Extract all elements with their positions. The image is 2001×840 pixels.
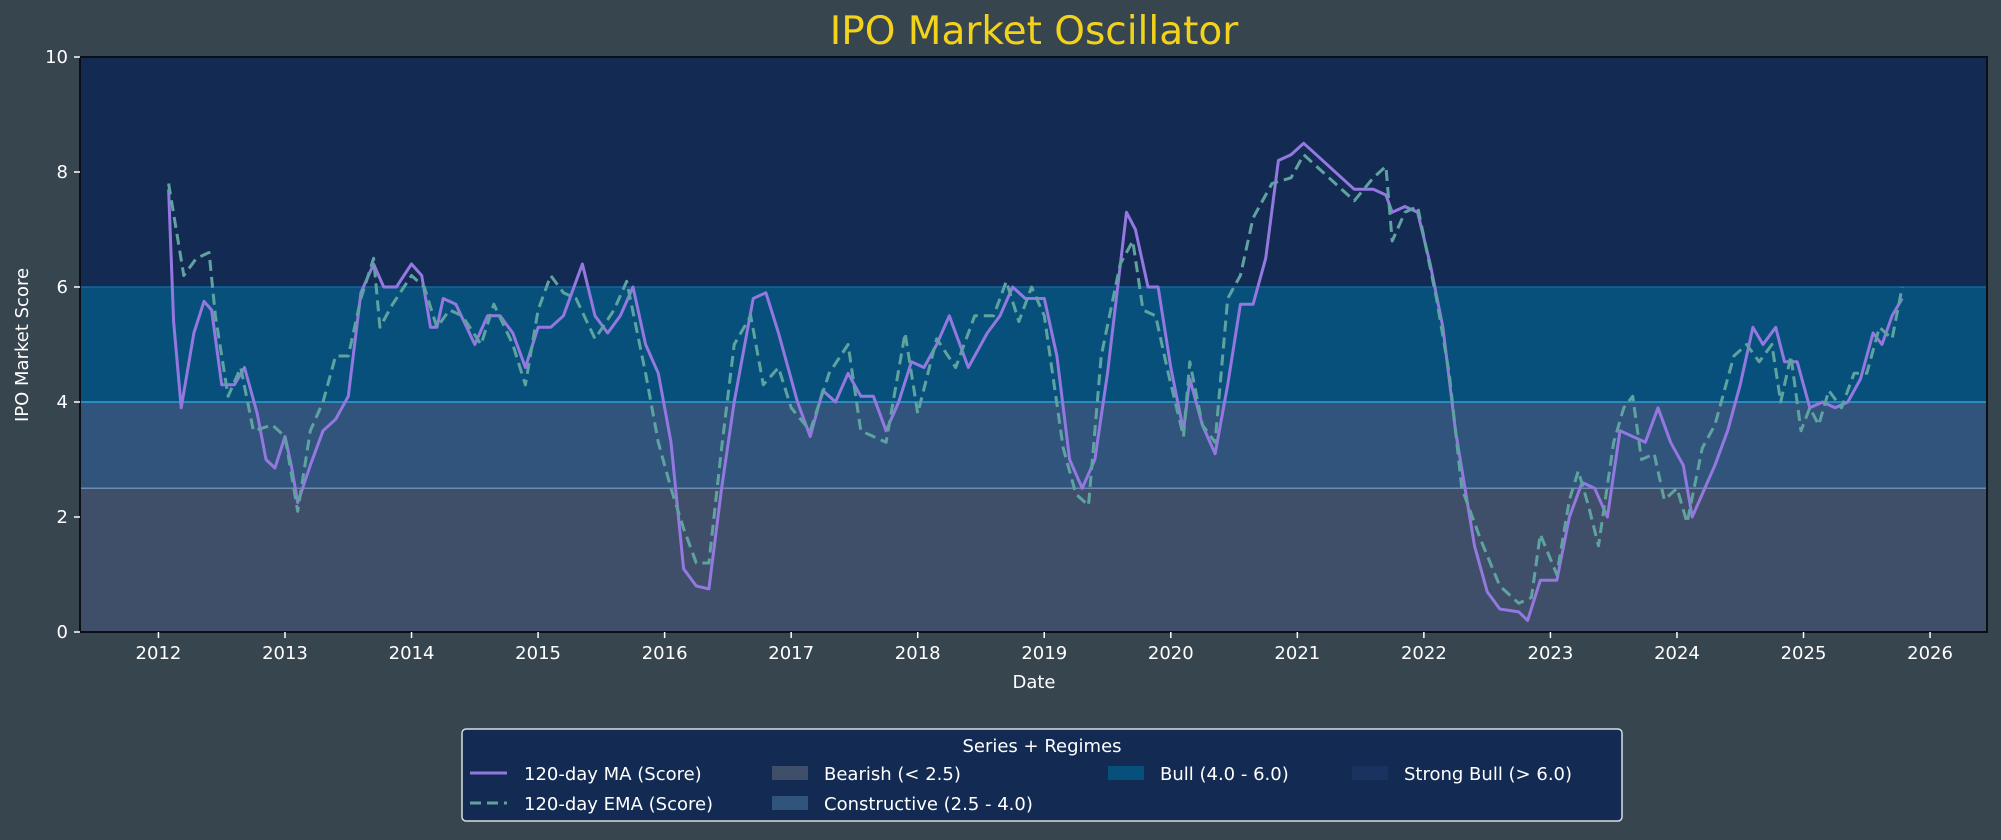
y-tick-label: 8 bbox=[57, 162, 68, 183]
series-line-ma bbox=[167, 141, 1904, 622]
legend-swatch-bull bbox=[1108, 766, 1144, 780]
legend-title: Series + Regimes bbox=[962, 736, 1121, 757]
x-tick-label: 2019 bbox=[1021, 643, 1067, 664]
regime-band-3 bbox=[80, 57, 1987, 287]
y-tick-label: 10 bbox=[45, 47, 68, 68]
x-tick-label: 2021 bbox=[1274, 643, 1320, 664]
x-axis: 2012 2013 2014 2015 2016 2017 2018 2019 2020 2021… bbox=[136, 632, 1953, 664]
regime-band-0 bbox=[80, 488, 1987, 632]
x-tick-label: 2017 bbox=[768, 643, 814, 664]
legend-swatch-constructive bbox=[772, 796, 808, 810]
x-tick-label: 2024 bbox=[1654, 643, 1700, 664]
regime-band-2 bbox=[80, 287, 1987, 402]
x-tick-label: 2015 bbox=[515, 643, 561, 664]
x-axis-label: Date bbox=[1012, 672, 1055, 693]
regime-bands bbox=[80, 57, 1987, 632]
y-tick-label: 4 bbox=[57, 392, 68, 413]
x-tick-label: 2013 bbox=[262, 643, 308, 664]
x-tick-label: 2018 bbox=[895, 643, 941, 664]
y-axis-label: IPO Market Score bbox=[12, 268, 33, 422]
legend-label-bull: Bull (4.0 - 6.0) bbox=[1160, 764, 1289, 785]
chart-title: IPO Market Oscillator bbox=[830, 9, 1240, 54]
legend-swatch-bearish bbox=[772, 766, 808, 780]
legend-label-constructive: Constructive (2.5 - 4.0) bbox=[824, 794, 1033, 815]
legend-label-strong-bull: Strong Bull (> 6.0) bbox=[1404, 764, 1572, 785]
x-tick-label: 2016 bbox=[642, 643, 688, 664]
y-axis: 0 2 4 6 8 10 bbox=[45, 47, 80, 643]
x-tick-label: 2026 bbox=[1907, 643, 1953, 664]
x-tick-label: 2012 bbox=[136, 643, 182, 664]
legend: Series + Regimes 120-day MA (Score) 120-… bbox=[461, 728, 1623, 822]
legend-label-ema: 120-day EMA (Score) bbox=[524, 794, 713, 815]
series-line-ema bbox=[167, 153, 1904, 605]
series-lines bbox=[167, 141, 1904, 622]
regime-band-1 bbox=[80, 402, 1987, 489]
legend-swatch-strong-bull bbox=[1352, 766, 1388, 780]
x-tick-label: 2022 bbox=[1401, 643, 1447, 664]
legend-label-ma: 120-day MA (Score) bbox=[524, 764, 702, 785]
y-tick-label: 2 bbox=[57, 507, 68, 528]
x-tick-label: 2020 bbox=[1148, 643, 1194, 664]
x-tick-label: 2014 bbox=[389, 643, 435, 664]
x-tick-label: 2025 bbox=[1781, 643, 1827, 664]
y-tick-label: 0 bbox=[57, 622, 68, 643]
x-tick-label: 2023 bbox=[1528, 643, 1574, 664]
y-tick-label: 6 bbox=[57, 277, 68, 298]
plot-frame bbox=[79, 56, 1988, 633]
legend-label-bearish: Bearish (< 2.5) bbox=[824, 764, 961, 785]
legend-box bbox=[461, 728, 1623, 822]
